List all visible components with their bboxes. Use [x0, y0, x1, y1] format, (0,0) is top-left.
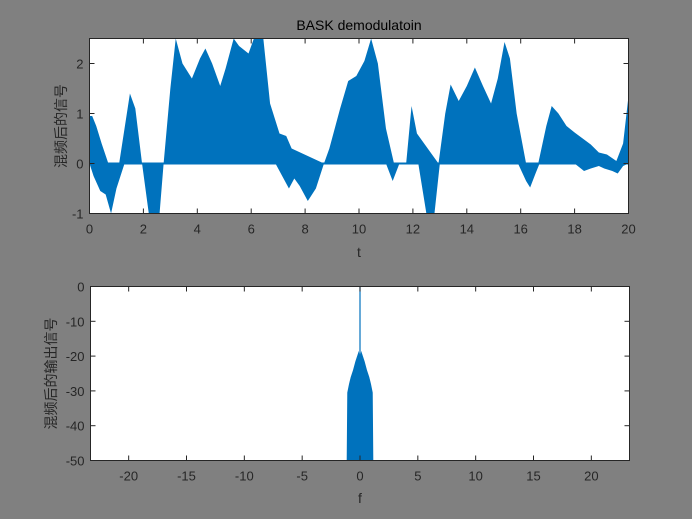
top-x-axis-label: t [357, 244, 361, 260]
y-tick-label: -20 [66, 349, 85, 364]
spectrum-fill [346, 286, 374, 461]
y-tick-label: 2 [76, 57, 83, 72]
x-tick-label: 6 [248, 222, 255, 237]
x-tick-label: 0 [356, 469, 363, 484]
positive-signal-fill [89, 38, 629, 164]
y-tick-label: -1 [72, 207, 84, 222]
y-tick-label: 0 [77, 280, 84, 295]
x-tick-label: 20 [584, 469, 598, 484]
x-tick-label: -5 [296, 469, 308, 484]
y-tick-label: -40 [66, 419, 85, 434]
x-tick-label: 8 [301, 222, 308, 237]
bottom-spectrum [346, 286, 374, 461]
x-tick-label: 15 [526, 469, 540, 484]
x-tick-label: -20 [119, 469, 138, 484]
x-tick-label: 4 [194, 222, 201, 237]
top-chart-title: BASK demodulatoin [296, 17, 421, 33]
x-tick-label: 2 [140, 222, 147, 237]
x-tick-label: 12 [406, 222, 420, 237]
x-tick-label: 16 [513, 222, 527, 237]
y-tick-label: -10 [66, 314, 85, 329]
y-tick-label: 0 [76, 157, 83, 172]
top-y-axis-label: 混频后的信号 [54, 84, 70, 168]
bottom-axes-frame [90, 286, 630, 461]
x-tick-label: -10 [235, 469, 254, 484]
x-tick-label: -15 [177, 469, 196, 484]
x-tick-label: 14 [460, 222, 474, 237]
bottom-y-axis-label: 混频后的输出信号 [44, 318, 60, 430]
x-tick-label: 0 [86, 222, 93, 237]
x-tick-label: 5 [414, 469, 421, 484]
bottom-axes-ticks: -20 -15 -10 -5 0 5 10 15 200-10-20-30-40-50 [66, 280, 630, 484]
x-tick-label: 18 [567, 222, 581, 237]
negative-signal-fill [89, 163, 629, 214]
y-tick-label: -50 [66, 454, 85, 469]
top-signal-area [89, 38, 629, 214]
bottom-x-axis-label: f [358, 490, 362, 506]
top-axes-frame [89, 38, 629, 214]
y-tick-label: -30 [66, 384, 85, 399]
x-tick-label: 20 [621, 222, 635, 237]
bottom-axes: -20 -15 -10 -5 0 5 10 15 200-10-20-30-40-50 f 混频… [44, 280, 630, 506]
x-tick-label: 10 [468, 469, 482, 484]
x-tick-label: 10 [352, 222, 366, 237]
y-tick-label: 1 [76, 107, 83, 122]
